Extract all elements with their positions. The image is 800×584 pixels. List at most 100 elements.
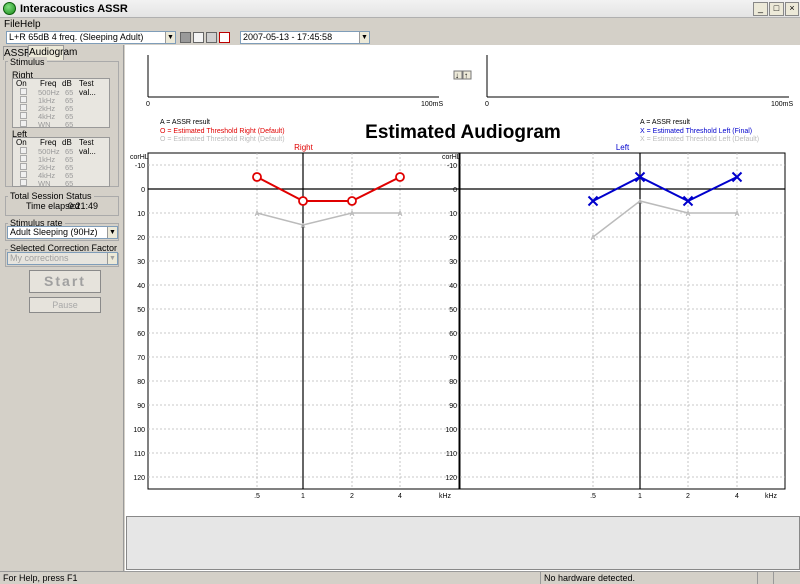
list-icon[interactable] <box>180 32 191 43</box>
series-line <box>592 175 738 203</box>
right-2k-checkbox[interactable] <box>20 104 27 111</box>
y-tick-label: 20 <box>449 235 457 242</box>
arrow-down-button[interactable] <box>453 70 463 80</box>
edit-icon[interactable] <box>193 32 204 43</box>
audiogram-canvas: 0 100mS 0 100mS ↓ ↑ Estimated Audiogram … <box>130 55 794 500</box>
window-title: Interacoustics ASSR <box>20 3 128 15</box>
y-tick-label: 90 <box>137 403 145 410</box>
arrow-down-icon: ↓ <box>455 71 459 80</box>
chevron-down-icon: ▼ <box>359 32 369 43</box>
y-tick-label: 100 <box>133 427 145 434</box>
plot-frame <box>459 152 786 490</box>
left-4k-checkbox[interactable] <box>20 171 27 178</box>
y-tick-label: 100 <box>445 427 457 434</box>
left-2k-checkbox[interactable] <box>20 163 27 170</box>
protocol-select[interactable]: L+R 65dB 4 freq. (Sleeping Adult) ▼ <box>6 31 176 44</box>
y-tick-label: 110 <box>446 451 457 458</box>
menu-file[interactable]: File <box>4 19 21 30</box>
data-point-x <box>634 171 646 183</box>
pause-button[interactable]: Pause <box>29 297 101 313</box>
data-point-x <box>731 171 743 183</box>
status-help: For Help, press F1 <box>3 573 78 583</box>
y-axis-label: corHL <box>130 154 149 161</box>
y-tick-label: 0 <box>453 187 457 194</box>
stimulus-title: Stimulus <box>8 57 47 67</box>
chart-title: Right <box>294 143 313 152</box>
waveform-left-x-start: 0 <box>485 101 489 108</box>
data-point-a: A <box>685 211 690 218</box>
close-button[interactable]: × <box>785 2 799 16</box>
right-title: Right <box>12 70 34 80</box>
menu-help[interactable]: Help <box>20 19 41 30</box>
print-icon[interactable] <box>206 32 217 43</box>
save-icon[interactable] <box>219 32 230 43</box>
data-point-a: A <box>734 211 739 218</box>
y-tick-label: 30 <box>137 259 145 266</box>
data-point-a: A <box>637 199 642 206</box>
waveform-right-x-start: 0 <box>146 101 150 108</box>
menu-bar: File Help <box>0 18 800 32</box>
start-button[interactable]: Start <box>29 270 101 293</box>
data-point-a: A <box>349 211 354 218</box>
legend-right-assr: A = ASSR result <box>160 119 210 126</box>
y-tick-label: 0 <box>141 187 145 194</box>
status-divider <box>757 572 758 584</box>
arrow-up-button[interactable] <box>462 70 472 80</box>
notes-panel <box>126 516 800 570</box>
correction-value: My corrections <box>10 253 69 263</box>
table-row: 1kHz 65 <box>13 155 109 164</box>
left-1k-checkbox[interactable] <box>20 155 27 162</box>
x-axis-label: kHz <box>439 493 452 500</box>
col-on: On <box>16 138 27 147</box>
maximize-button[interactable]: □ <box>769 2 784 16</box>
protocol-value: L+R 65dB 4 freq. (Sleeping Adult) <box>9 32 144 42</box>
right-wn-checkbox[interactable] <box>20 120 27 127</box>
tab-audiogram[interactable]: Audiogram <box>28 45 78 60</box>
y-tick-label: 120 <box>445 475 457 482</box>
status-hardware: No hardware detected. <box>544 573 636 583</box>
data-point-a: A <box>254 211 259 218</box>
chevron-down-icon: ▼ <box>165 32 175 43</box>
y-tick-label: 40 <box>449 283 457 290</box>
legend-left-estimated-gray: X = Estimated Threshold Left (Default) <box>640 136 759 143</box>
left-500-checkbox[interactable] <box>20 147 27 154</box>
right-500-checkbox[interactable] <box>20 88 27 95</box>
data-point-x <box>587 195 599 207</box>
data-point-a: A <box>590 235 595 242</box>
session-select[interactable]: 2007-05-13 - 17:45:58 ▼ <box>240 31 370 44</box>
left-title: Left <box>12 129 28 139</box>
table-row: 2kHz 65 <box>13 104 109 113</box>
x-tick-label: 1 <box>301 493 305 500</box>
correction-select[interactable]: My corrections ▼ <box>7 252 118 265</box>
app-logo-icon <box>3 2 16 15</box>
session-status-title: Total Session Status <box>8 191 94 201</box>
audiogram-right: -100102030405060708090100110120RightcorH… <box>130 143 460 500</box>
minimize-button[interactable]: _ <box>753 2 768 16</box>
right-1k-checkbox[interactable] <box>20 96 27 103</box>
stimulus-rate-select[interactable]: Adult Sleeping (90Hz) ▼ <box>7 226 118 239</box>
col-test-value: Test val... <box>79 79 96 97</box>
y-tick-label: 90 <box>449 403 457 410</box>
data-point-circle <box>395 172 405 182</box>
y-tick-label: 80 <box>137 379 145 386</box>
y-tick-label: 80 <box>449 379 457 386</box>
main-area: 0 100mS 0 100mS ↓ ↑ Estimated Audiogram … <box>125 45 800 571</box>
data-point-circle <box>298 196 308 206</box>
scroll-arrow-buttons: ↓ ↑ <box>453 70 472 80</box>
right-4k-checkbox[interactable] <box>20 112 27 119</box>
arrow-up-icon: ↑ <box>464 71 468 80</box>
legend-left-estimated: X = Estimated Threshold Left (Final) <box>640 128 752 135</box>
legend-right-estimated: O = Estimated Threshold Right (Default) <box>160 128 285 135</box>
table-row: 4kHz 65 <box>13 171 109 180</box>
y-tick-label: 70 <box>449 355 457 362</box>
tab-assr[interactable]: ASSR <box>3 46 32 60</box>
waveform-left: 0 100mS <box>485 55 794 108</box>
y-tick-label: 40 <box>137 283 145 290</box>
table-row: WN 65 <box>13 120 109 129</box>
y-axis-label: corHL <box>442 154 461 161</box>
audiogram-left: -10 0 10 20 30 40 50 60 70 80 90 100 110 120 Left corHL… <box>442 143 786 500</box>
y-tick-label: 30 <box>449 259 457 266</box>
left-wn-checkbox[interactable] <box>20 179 27 186</box>
table-row: 1kHz 65 <box>13 96 109 105</box>
correction-title: Selected Correction Factor <box>8 243 120 253</box>
